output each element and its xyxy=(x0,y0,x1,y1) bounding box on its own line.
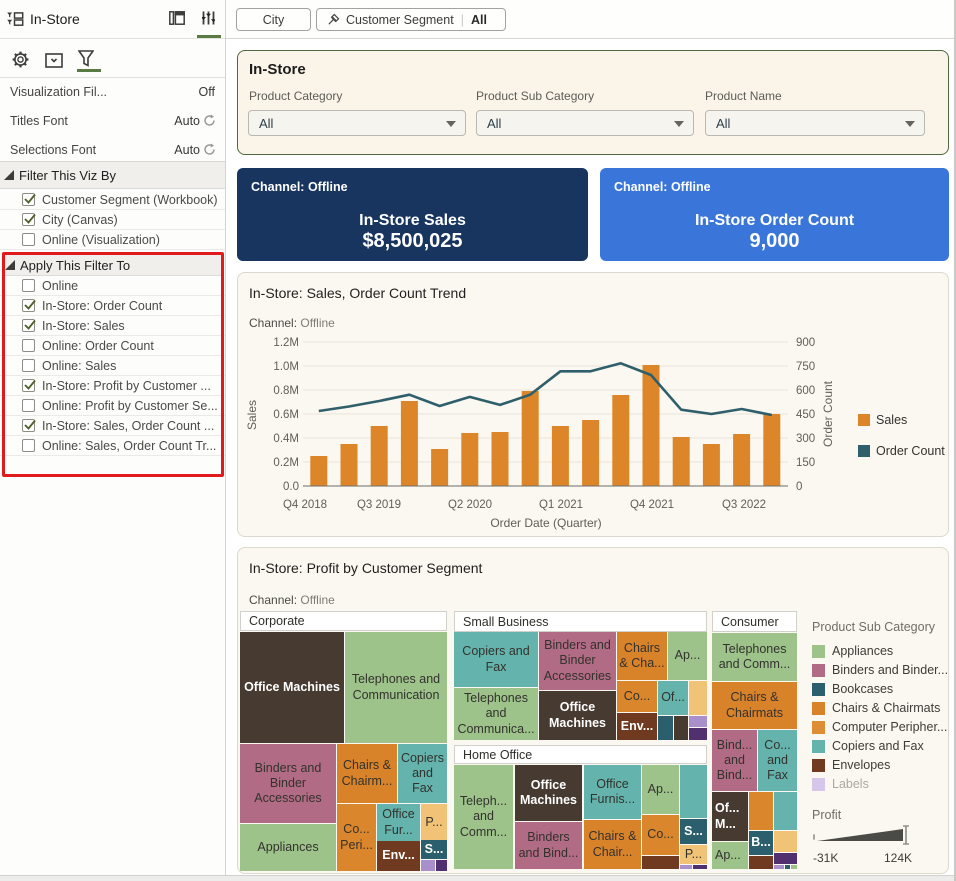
svg-text:Order Count: Order Count xyxy=(876,444,945,458)
svg-text:0.8M: 0.8M xyxy=(273,385,299,397)
svg-text:600: 600 xyxy=(796,385,815,397)
svg-text:0: 0 xyxy=(796,481,802,493)
svg-text:Sales: Sales xyxy=(876,413,907,427)
svg-text:Q3 2019: Q3 2019 xyxy=(357,499,401,511)
svg-text:1.0M: 1.0M xyxy=(273,361,299,373)
svg-text:0.0: 0.0 xyxy=(283,481,299,493)
svg-text:0.2M: 0.2M xyxy=(273,457,299,469)
svg-text:900: 900 xyxy=(796,337,815,349)
svg-text:300: 300 xyxy=(796,433,815,445)
svg-text:Q4 2021: Q4 2021 xyxy=(630,499,674,511)
svg-text:150: 150 xyxy=(796,457,815,469)
svg-text:Q1 2021: Q1 2021 xyxy=(539,499,583,511)
svg-text:450: 450 xyxy=(796,409,815,421)
svg-text:Order Count: Order Count xyxy=(821,380,835,447)
svg-text:Q3 2022: Q3 2022 xyxy=(722,499,766,511)
svg-text:0.6M: 0.6M xyxy=(273,409,299,421)
svg-text:750: 750 xyxy=(796,361,815,373)
svg-text:Q4 2018: Q4 2018 xyxy=(283,499,327,511)
svg-text:Q2 2020: Q2 2020 xyxy=(448,499,492,511)
svg-text:1.2M: 1.2M xyxy=(273,337,299,349)
svg-text:0.4M: 0.4M xyxy=(273,433,299,445)
svg-text:Order Date (Quarter): Order Date (Quarter) xyxy=(490,516,601,530)
svg-text:Sales: Sales xyxy=(245,400,259,430)
